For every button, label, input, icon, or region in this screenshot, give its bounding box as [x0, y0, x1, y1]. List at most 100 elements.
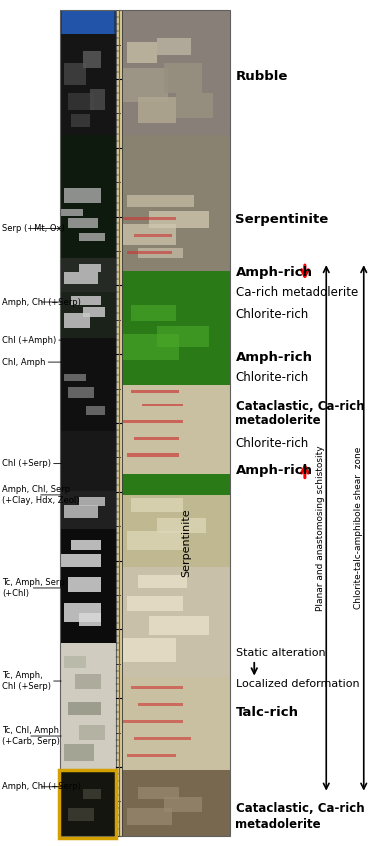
Bar: [68, 702, 101, 715]
Bar: [127, 808, 172, 825]
Bar: [119, 474, 230, 495]
Bar: [127, 531, 183, 550]
Bar: [130, 305, 176, 321]
Text: Static alteration: Static alteration: [236, 648, 325, 658]
Bar: [64, 505, 98, 518]
Bar: [119, 10, 230, 135]
Bar: [68, 93, 94, 110]
Bar: [68, 218, 98, 228]
Bar: [79, 497, 105, 506]
Bar: [71, 296, 101, 305]
Bar: [64, 374, 86, 381]
Text: Rubble: Rubble: [236, 69, 288, 83]
Bar: [149, 616, 209, 634]
Text: Tc, Chl, Amph
(+Carb, Serp): Tc, Chl, Amph (+Carb, Serp): [2, 727, 61, 745]
Bar: [123, 638, 176, 662]
Bar: [157, 38, 190, 55]
Bar: [127, 251, 172, 254]
Text: Ca-rich metadolerite: Ca-rich metadolerite: [236, 286, 358, 299]
Bar: [79, 233, 105, 241]
Bar: [164, 797, 202, 812]
Bar: [68, 577, 101, 592]
Bar: [116, 10, 122, 836]
Bar: [119, 567, 230, 677]
Bar: [82, 307, 105, 317]
Bar: [60, 258, 116, 292]
Text: Chl (+Serp): Chl (+Serp): [2, 459, 61, 468]
Bar: [64, 188, 101, 203]
Bar: [86, 406, 105, 415]
Bar: [60, 135, 116, 258]
Text: Chl (+Amph): Chl (+Amph): [2, 336, 61, 344]
Bar: [64, 313, 90, 328]
Bar: [123, 224, 176, 245]
Bar: [157, 518, 206, 533]
Bar: [138, 787, 179, 799]
Bar: [64, 63, 86, 85]
Bar: [123, 68, 168, 102]
Bar: [130, 498, 183, 512]
Bar: [127, 596, 183, 611]
Bar: [60, 643, 116, 770]
Bar: [60, 10, 116, 836]
Text: metadolerite: metadolerite: [236, 817, 321, 831]
Bar: [130, 390, 179, 393]
Bar: [134, 234, 172, 237]
Bar: [60, 10, 116, 836]
Text: Amph, Chl (+Serp): Amph, Chl (+Serp): [2, 298, 81, 306]
Bar: [119, 135, 230, 271]
Bar: [123, 334, 179, 360]
Bar: [119, 770, 230, 836]
Bar: [60, 209, 82, 216]
Text: Amph-rich: Amph-rich: [236, 266, 312, 279]
Text: Talc-rich: Talc-rich: [236, 706, 298, 719]
Text: Chlorite-rich: Chlorite-rich: [236, 308, 309, 321]
Bar: [123, 720, 183, 723]
Bar: [64, 272, 98, 284]
Bar: [60, 292, 116, 338]
Text: Chlorite-talc-amphibole shear  zone: Chlorite-talc-amphibole shear zone: [354, 447, 363, 609]
Bar: [138, 703, 183, 706]
Bar: [119, 10, 230, 836]
Bar: [82, 789, 101, 799]
Text: Chl, Amph: Chl, Amph: [2, 358, 61, 366]
Text: Amph, Chl, Serp
(+Clay, Hdx, Zeol): Amph, Chl, Serp (+Clay, Hdx, Zeol): [2, 486, 80, 504]
Bar: [60, 34, 116, 135]
Bar: [64, 744, 94, 761]
Bar: [119, 10, 230, 836]
Bar: [127, 195, 194, 207]
Bar: [142, 404, 183, 406]
Text: Serpentinite: Serpentinite: [181, 508, 191, 578]
Bar: [79, 264, 101, 272]
Text: Localized deformation: Localized deformation: [236, 678, 359, 689]
Text: Chlorite-rich: Chlorite-rich: [236, 371, 309, 384]
Text: Tc, Amph,
Chl (+Serp): Tc, Amph, Chl (+Serp): [2, 672, 61, 690]
Bar: [64, 603, 101, 622]
Bar: [62, 10, 114, 34]
Bar: [82, 51, 101, 68]
Text: Tc, Amph, Serp
(+Chl): Tc, Amph, Serp (+Chl): [2, 579, 64, 597]
Bar: [127, 453, 179, 457]
Bar: [60, 431, 116, 491]
Bar: [79, 613, 101, 626]
Bar: [127, 754, 176, 757]
Bar: [130, 686, 183, 689]
Bar: [60, 554, 101, 567]
Bar: [71, 114, 90, 127]
Text: Cataclastic, Ca-rich: Cataclastic, Ca-rich: [236, 399, 364, 413]
Bar: [119, 677, 230, 770]
Bar: [138, 248, 183, 258]
Bar: [119, 385, 230, 474]
Text: metadolerite: metadolerite: [236, 414, 321, 427]
Text: Amph, Chl (+Serp): Amph, Chl (+Serp): [2, 783, 81, 791]
Text: Serp (+Mt, Ox): Serp (+Mt, Ox): [2, 224, 64, 233]
Bar: [123, 420, 183, 423]
Bar: [123, 217, 176, 220]
Text: Cataclastic, Ca-rich: Cataclastic, Ca-rich: [236, 802, 364, 816]
Bar: [60, 491, 116, 529]
Bar: [71, 540, 101, 550]
Bar: [75, 674, 101, 689]
Bar: [60, 529, 116, 643]
Text: Planar and anastomosing schistosity: Planar and anastomosing schistosity: [316, 445, 325, 611]
Bar: [90, 89, 105, 110]
